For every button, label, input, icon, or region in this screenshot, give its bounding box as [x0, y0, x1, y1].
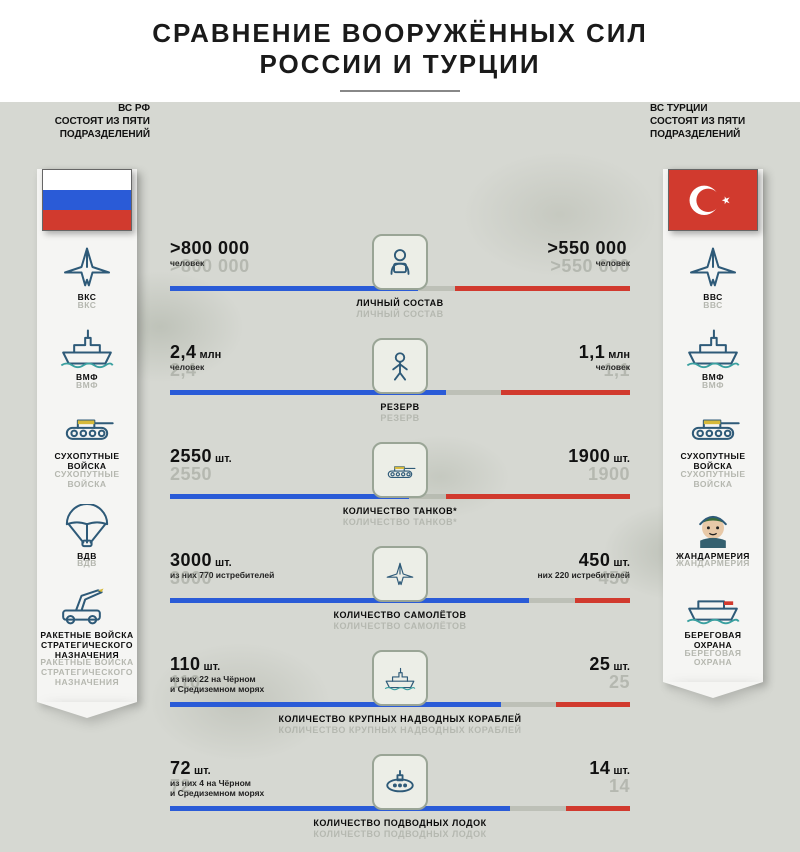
category-label: РЕЗЕРВ: [170, 402, 630, 412]
right-banner: ВВС ВВС ВМФ ВМФ СУХОПУТНЫЕВОЙСКА СУХОПУТ…: [663, 169, 763, 682]
title-line1: СРАВНЕНИЕ ВООРУЖЁННЫХ СИЛ: [0, 18, 800, 49]
comparison-rows: >800 000человек >800 000 >550 000человек…: [170, 232, 630, 846]
right-header: ВС ТУРЦИИ СОСТОЯТ ИЗ ПЯТИ ПОДРАЗДЕЛЕНИЙ: [648, 102, 778, 141]
russia-flag-icon: [42, 169, 132, 231]
left-branch: РАКЕТНЫЕ ВОЙСКАСТРАТЕГИЧЕСКОГОНАЗНАЧЕНИЯ…: [37, 583, 137, 688]
comparison-row: 72шт.из них 4 на Чёрноми Средиземном мор…: [170, 752, 630, 846]
warship-icon: [682, 325, 744, 369]
infographic-canvas: ВС РФ СОСТОЯТ ИЗ ПЯТИ ПОДРАЗДЕЛЕНИЙ ВКС …: [0, 102, 800, 852]
category-label: ЛИЧНЫЙ СОСТАВ: [170, 298, 630, 308]
personnel-icon: [372, 234, 428, 290]
comparison-row: 110шт.из них 22 на Чёрноми Средиземном м…: [170, 648, 630, 742]
left-header: ВС РФ СОСТОЯТ ИЗ ПЯТИ ПОДРАЗДЕЛЕНИЙ: [22, 102, 152, 141]
warship-icon: [372, 650, 428, 706]
title-divider: [340, 90, 460, 92]
left-branch: СУХОПУТНЫЕВОЙСКА СУХОПУТНЫЕВОЙСКА: [37, 404, 137, 489]
right-branch: БЕРЕГОВАЯОХРАНА БЕРЕГОВАЯОХРАНА: [663, 583, 763, 668]
comparison-row: 2,4млнчеловек 2,4 1,1млнчеловек 1,1 РЕЗЕ…: [170, 336, 630, 430]
comparison-row: >800 000человек >800 000 >550 000человек…: [170, 232, 630, 326]
reserve-icon: [372, 338, 428, 394]
jet-icon: [372, 546, 428, 602]
parachute-icon: [56, 504, 118, 548]
left-banner: ВКС ВКС ВМФ ВМФ СУХОПУТНЫЕВОЙСКА СУХОПУТ…: [37, 169, 137, 701]
right-branch: СУХОПУТНЫЕВОЙСКА СУХОПУТНЫЕВОЙСКА: [663, 404, 763, 489]
left-column: ВС РФ СОСТОЯТ ИЗ ПЯТИ ПОДРАЗДЕЛЕНИЙ ВКС …: [22, 102, 152, 852]
left-branch: ВКС ВКС: [37, 245, 137, 311]
jet-icon: [682, 245, 744, 289]
soldier-icon: [682, 504, 744, 548]
tank-icon: [56, 404, 118, 448]
left-branch: ВМФ ВМФ: [37, 325, 137, 391]
coastguard-icon: [682, 583, 744, 627]
category-label: КОЛИЧЕСТВО ПОДВОДНЫХ ЛОДОК: [170, 818, 630, 828]
comparison-row: 2550шт. 2550 1900шт. 1900 КОЛИЧЕСТВО ТАН…: [170, 440, 630, 534]
jet-icon: [56, 245, 118, 289]
tank-icon: [372, 442, 428, 498]
turkey-flag-icon: [668, 169, 758, 231]
category-label: КОЛИЧЕСТВО КРУПНЫХ НАДВОДНЫХ КОРАБЛЕЙ: [170, 714, 630, 724]
submarine-icon: [372, 754, 428, 810]
page-title: СРАВНЕНИЕ ВООРУЖЁННЫХ СИЛ РОССИИ И ТУРЦИ…: [0, 0, 800, 86]
category-label: КОЛИЧЕСТВО ТАНКОВ*: [170, 506, 630, 516]
right-branch: ВМФ ВМФ: [663, 325, 763, 391]
tank-icon: [682, 404, 744, 448]
warship-icon: [56, 325, 118, 369]
title-line2: РОССИИ И ТУРЦИИ: [0, 49, 800, 80]
branch-label: РАКЕТНЫЕ ВОЙСКАСТРАТЕГИЧЕСКОГОНАЗНАЧЕНИЯ: [37, 631, 137, 660]
left-branch: ВДВ ВДВ: [37, 504, 137, 570]
category-label: КОЛИЧЕСТВО САМОЛЁТОВ: [170, 610, 630, 620]
right-branch: ЖАНДАРМЕРИЯ ЖАНДАРМЕРИЯ: [663, 504, 763, 570]
comparison-row: 3000шт.из них 770 истребителей 3000 450ш…: [170, 544, 630, 638]
right-branch: ВВС ВВС: [663, 245, 763, 311]
missile-icon: [56, 583, 118, 627]
right-column: ВС ТУРЦИИ СОСТОЯТ ИЗ ПЯТИ ПОДРАЗДЕЛЕНИЙ …: [648, 102, 778, 852]
